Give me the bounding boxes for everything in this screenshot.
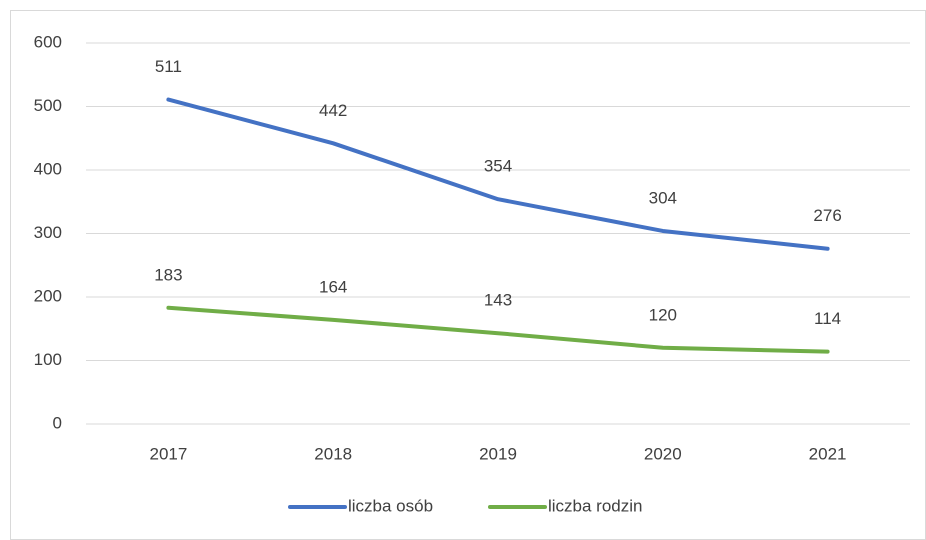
x-tick-label: 2017 — [149, 444, 187, 463]
legend-label: liczba rodzin — [548, 496, 643, 515]
series-line — [166, 97, 830, 251]
y-tick-label: 0 — [53, 413, 62, 432]
y-tick-label: 500 — [34, 96, 62, 115]
data-label: 354 — [484, 157, 512, 176]
y-tick-label: 200 — [34, 286, 62, 305]
x-tick-label: 2018 — [314, 444, 352, 463]
data-label: 442 — [319, 101, 347, 120]
y-tick-label: 100 — [34, 350, 62, 369]
data-label: 114 — [814, 309, 841, 328]
x-tick-label: 2019 — [479, 444, 517, 463]
data-label: 304 — [649, 188, 677, 207]
x-tick-label: 2020 — [644, 444, 682, 463]
data-label: 511 — [155, 57, 182, 76]
series-line — [166, 305, 830, 354]
data-label: 143 — [484, 291, 512, 310]
data-label: 276 — [813, 206, 841, 225]
y-tick-label: 300 — [34, 223, 62, 242]
legend-label: liczba osób — [348, 496, 433, 515]
y-tick-label: 400 — [34, 159, 62, 178]
x-tick-label: 2021 — [809, 444, 847, 463]
chart-frame — [10, 10, 926, 540]
data-label: 120 — [649, 305, 677, 324]
data-label: 183 — [154, 265, 182, 284]
data-label: 164 — [319, 277, 347, 296]
y-tick-label: 600 — [34, 32, 62, 51]
